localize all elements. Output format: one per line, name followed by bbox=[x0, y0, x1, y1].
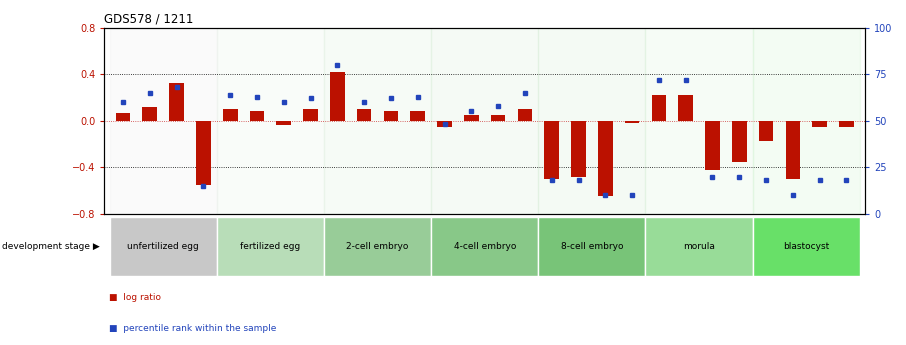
Text: 8-cell embryo: 8-cell embryo bbox=[561, 242, 623, 251]
Text: fertilized egg: fertilized egg bbox=[240, 242, 301, 251]
Bar bbox=[223, 109, 237, 121]
Bar bbox=[196, 121, 211, 185]
Bar bbox=[464, 115, 478, 121]
Text: morula: morula bbox=[683, 242, 715, 251]
Text: unfertilized egg: unfertilized egg bbox=[127, 242, 199, 251]
Bar bbox=[839, 121, 853, 127]
Bar bbox=[116, 112, 130, 121]
Bar bbox=[217, 28, 324, 214]
Bar bbox=[437, 121, 452, 127]
Bar bbox=[538, 217, 645, 276]
Bar bbox=[571, 121, 586, 177]
Bar bbox=[651, 95, 666, 121]
Bar bbox=[217, 217, 324, 276]
Bar bbox=[431, 217, 538, 276]
Text: blastocyst: blastocyst bbox=[783, 242, 829, 251]
Bar bbox=[753, 28, 860, 214]
Text: 2-cell embryo: 2-cell embryo bbox=[346, 242, 409, 251]
Bar bbox=[324, 217, 431, 276]
Bar bbox=[324, 28, 431, 214]
Text: ■  log ratio: ■ log ratio bbox=[109, 293, 160, 302]
Bar bbox=[705, 121, 720, 170]
Bar bbox=[110, 217, 217, 276]
Bar bbox=[169, 83, 184, 121]
Bar bbox=[249, 111, 265, 121]
Bar bbox=[538, 28, 645, 214]
Text: development stage ▶: development stage ▶ bbox=[2, 242, 100, 251]
Bar bbox=[330, 72, 344, 121]
Bar bbox=[545, 121, 559, 179]
Bar bbox=[410, 111, 425, 121]
Bar bbox=[598, 121, 612, 196]
Bar bbox=[786, 121, 800, 179]
Bar bbox=[142, 107, 157, 121]
Bar bbox=[517, 109, 533, 121]
Bar bbox=[753, 217, 860, 276]
Bar bbox=[357, 109, 371, 121]
Bar bbox=[679, 95, 693, 121]
Bar bbox=[110, 28, 217, 214]
Bar bbox=[645, 217, 753, 276]
Bar bbox=[383, 111, 399, 121]
Text: 4-cell embryo: 4-cell embryo bbox=[454, 242, 516, 251]
Bar bbox=[813, 121, 827, 127]
Bar bbox=[645, 28, 753, 214]
Text: GDS578 / 1211: GDS578 / 1211 bbox=[104, 12, 194, 25]
Text: ■  percentile rank within the sample: ■ percentile rank within the sample bbox=[109, 324, 276, 333]
Bar bbox=[304, 109, 318, 121]
Bar bbox=[625, 121, 640, 123]
Bar bbox=[431, 28, 538, 214]
Bar bbox=[758, 121, 774, 140]
Bar bbox=[732, 121, 747, 161]
Bar bbox=[491, 115, 506, 121]
Bar bbox=[276, 121, 291, 125]
